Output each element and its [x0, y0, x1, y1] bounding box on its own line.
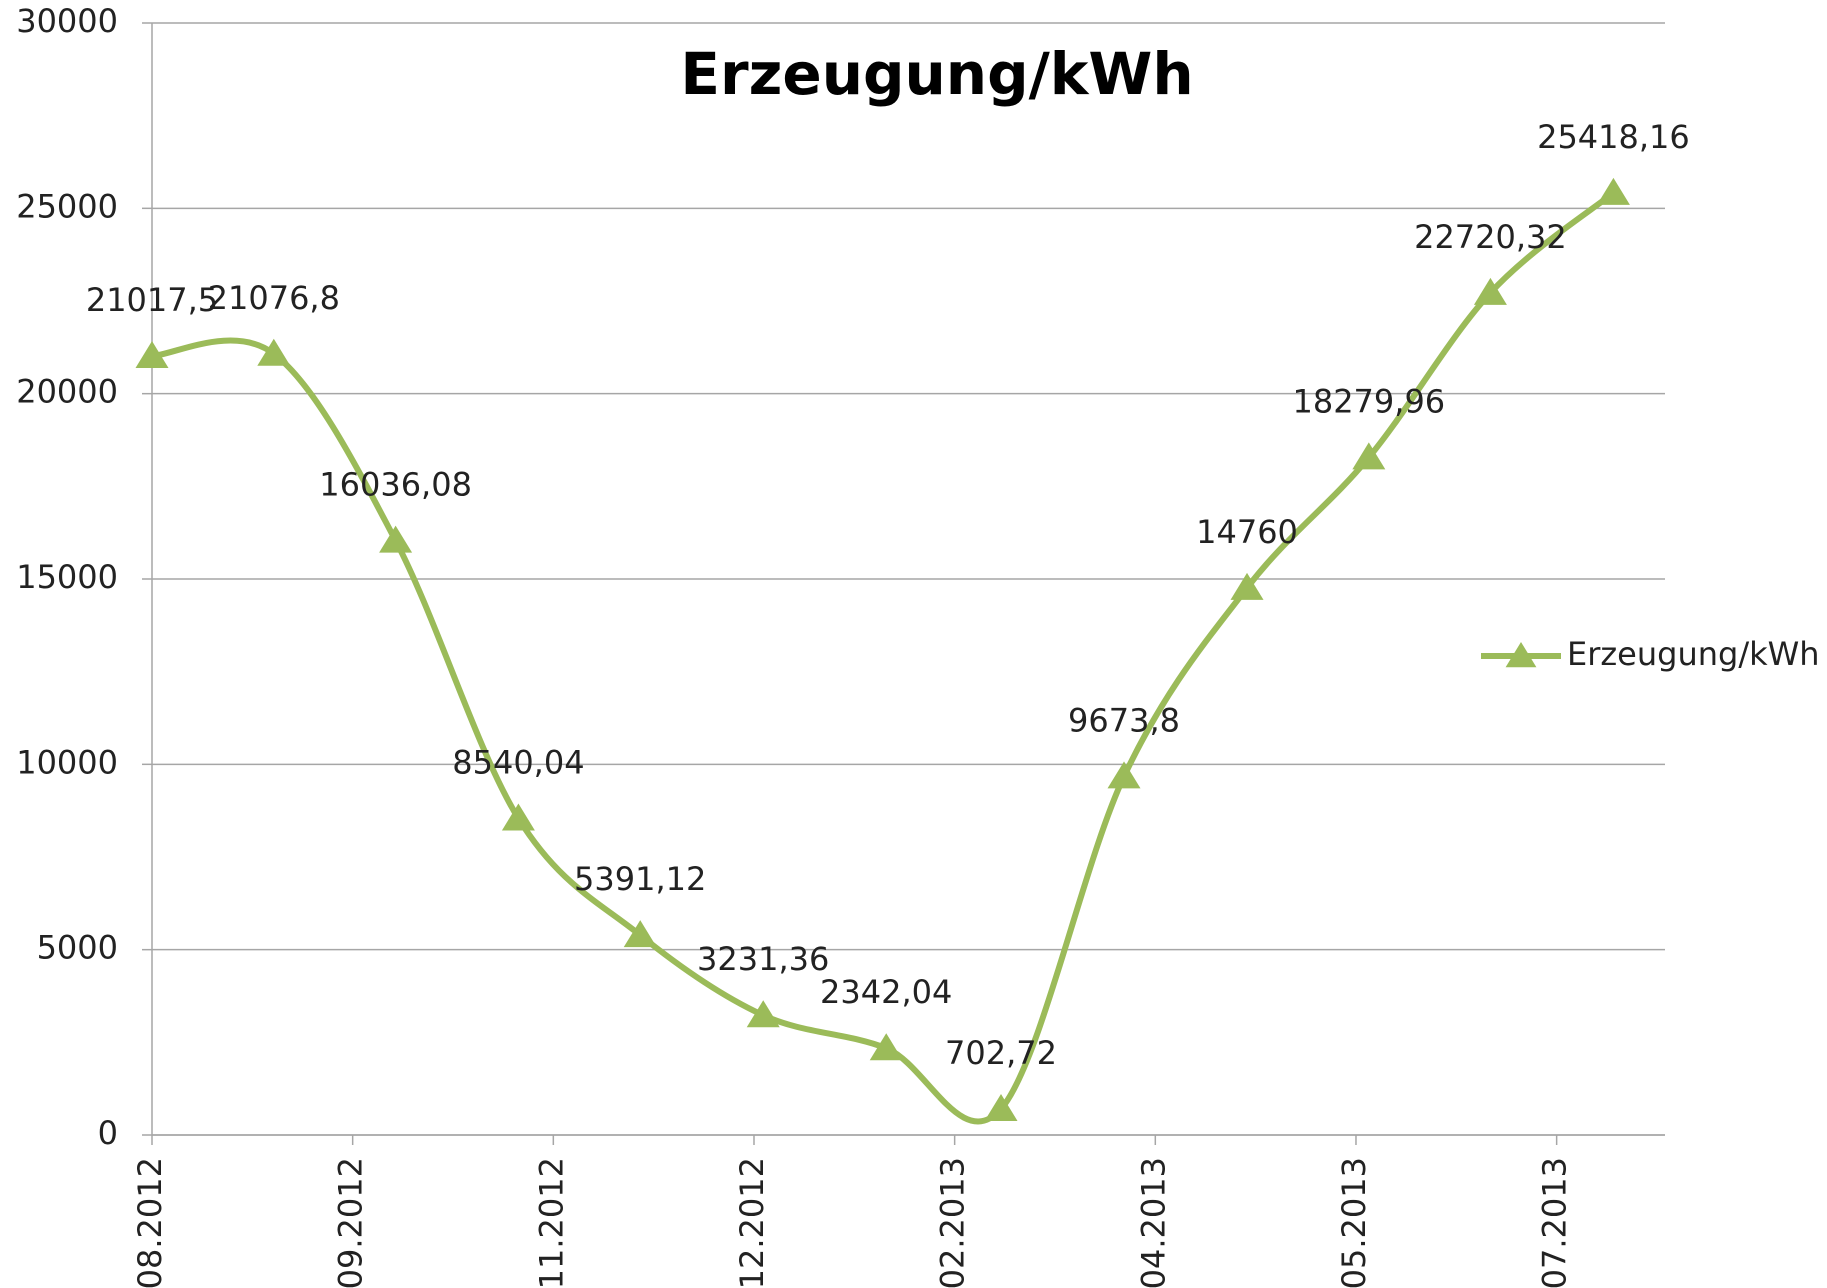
point-marker: [379, 525, 413, 553]
point-marker: [984, 1093, 1018, 1121]
point-marker: [1473, 277, 1507, 305]
x-tick-label: 09.2012: [332, 1157, 370, 1288]
data-label: 8540,04: [452, 743, 584, 781]
x-tick-label: 07.2013: [1536, 1157, 1574, 1288]
data-label: 22720,32: [1414, 218, 1567, 256]
x-tick-label: 08.2012: [131, 1157, 169, 1288]
x-tick-label: 12.2012: [733, 1157, 771, 1288]
x-tick-label: 05.2013: [1335, 1157, 1373, 1288]
data-label: 5391,12: [574, 860, 706, 898]
y-tick-label: 15000: [16, 558, 118, 596]
data-label: 702,72: [945, 1034, 1057, 1072]
data-label: 21017,5: [86, 281, 218, 319]
data-label: 2342,04: [820, 973, 952, 1011]
point-marker: [1352, 442, 1386, 470]
data-label: 14760: [1196, 513, 1298, 551]
point-marker: [1230, 572, 1264, 600]
chart-title: Erzeugung/kWh: [680, 40, 1193, 108]
data-label: 18279,96: [1292, 382, 1445, 420]
point-marker: [869, 1033, 903, 1061]
y-tick-label: 20000: [16, 373, 118, 411]
y-tick-label: 5000: [37, 929, 118, 967]
y-tick-label: 10000: [16, 743, 118, 781]
legend-label: Erzeugung/kWh: [1567, 635, 1820, 673]
data-label: 25418,16: [1537, 118, 1690, 156]
data-label: 16036,08: [319, 466, 472, 504]
y-tick-label: 30000: [16, 2, 118, 40]
point-marker: [623, 920, 657, 948]
point-marker: [135, 340, 169, 368]
legend-marker: [1505, 642, 1537, 668]
data-label: 9673,8: [1068, 701, 1180, 739]
x-tick-label: 02.2013: [934, 1157, 972, 1288]
point-marker: [1107, 761, 1141, 789]
data-label: 21076,8: [208, 279, 340, 317]
x-tick-label: 11.2012: [532, 1157, 570, 1288]
point-marker: [746, 1000, 780, 1028]
y-tick-label: 25000: [16, 187, 118, 225]
point-marker: [501, 803, 535, 831]
point-marker: [257, 338, 291, 366]
x-tick-label: 04.2013: [1134, 1157, 1172, 1288]
data-label: 3231,36: [697, 940, 829, 978]
y-tick-label: 0: [98, 1114, 118, 1152]
point-marker: [1596, 177, 1630, 205]
